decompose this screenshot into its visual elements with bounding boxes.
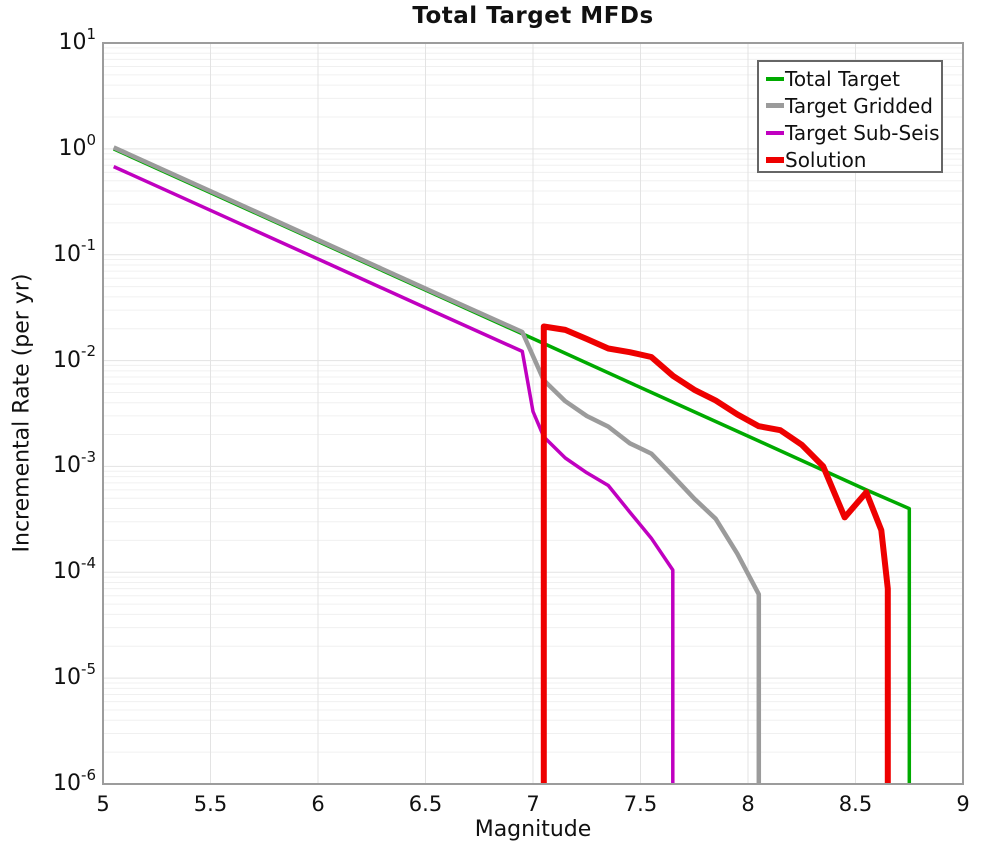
legend-item-target-sub-seis: Target Sub-Seis bbox=[766, 119, 941, 146]
x-tick-label: 5.5 bbox=[193, 792, 228, 816]
series-line-target-sub-seis bbox=[112, 165, 675, 784]
legend-item-solution: Solution bbox=[766, 146, 941, 173]
legend-swatch-total-target bbox=[766, 76, 784, 81]
y-tick-label: 10-2 bbox=[53, 342, 96, 373]
x-tick-label: 7.5 bbox=[623, 792, 658, 816]
y-tick-label: 10-6 bbox=[53, 765, 96, 796]
y-tick-label: 101 bbox=[58, 24, 96, 55]
legend-swatch-solution bbox=[766, 156, 784, 163]
x-tick-label: 8.5 bbox=[838, 792, 873, 816]
x-axis-title: Magnitude bbox=[474, 817, 592, 842]
plot-border bbox=[102, 42, 964, 785]
x-tick-label: 9 bbox=[956, 792, 970, 816]
legend-box: Total Target Target Gridded Target Sub-S… bbox=[757, 60, 943, 173]
series-lines bbox=[112, 145, 912, 784]
series-line-target-gridded bbox=[112, 145, 762, 784]
chart-title: Total Target MFDs bbox=[412, 3, 654, 29]
y-tick-label: 10-4 bbox=[53, 553, 96, 585]
legend-label: Target Sub-Seis bbox=[785, 120, 940, 145]
y-tick-label: 10-1 bbox=[53, 236, 96, 267]
x-tick-label: 6 bbox=[311, 792, 325, 816]
legend-label: Solution bbox=[785, 147, 867, 172]
x-tick-label: 7 bbox=[526, 792, 540, 816]
legend-label: Total Target bbox=[785, 66, 900, 91]
y-tick-label: 10-5 bbox=[53, 659, 96, 691]
legend-item-total-target: Total Target bbox=[766, 65, 941, 92]
y-tick-label: 100 bbox=[58, 130, 96, 161]
legend-swatch-target-gridded bbox=[766, 103, 784, 108]
x-tick-label: 5 bbox=[96, 792, 110, 816]
legend-item-target-gridded: Target Gridded bbox=[766, 92, 941, 119]
series-line-solution bbox=[540, 323, 891, 784]
legend-label: Target Gridded bbox=[785, 93, 933, 118]
x-tick-label: 6.5 bbox=[408, 792, 443, 816]
y-tick-label: 10-3 bbox=[53, 448, 96, 479]
legend-swatch-target-sub-seis bbox=[766, 130, 784, 135]
x-tick-label: 8 bbox=[741, 792, 755, 816]
